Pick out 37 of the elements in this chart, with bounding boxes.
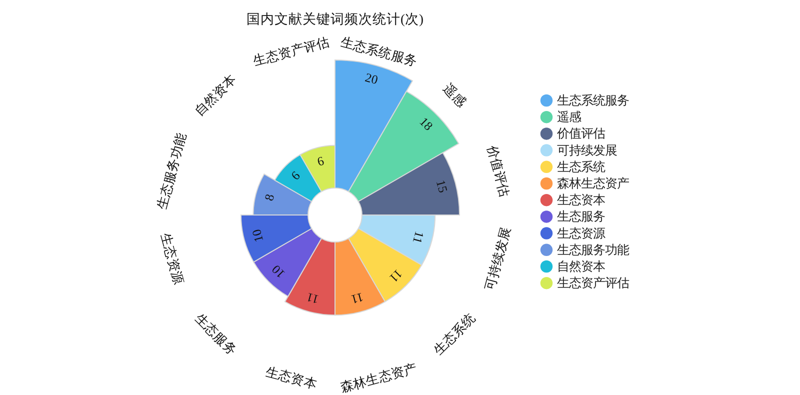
category-label: 生态服务	[557, 210, 605, 224]
category-label: 生态系统服务	[557, 94, 629, 108]
data-label: 20	[364, 70, 380, 88]
data-label: 11	[410, 230, 426, 245]
data-label: 10	[249, 228, 266, 244]
data-label: 15	[433, 178, 450, 194]
data-label: 18	[416, 114, 436, 134]
data-label: 11	[350, 290, 365, 306]
data-label: 11	[386, 266, 406, 286]
category-label: 遥感	[557, 110, 581, 124]
category-label: 生态资产评估	[557, 276, 629, 290]
category-label: 自然资本	[191, 71, 239, 119]
category-label: 生态资源	[158, 232, 186, 286]
category-label: 生态系统	[557, 160, 605, 174]
category-label: 生态资产评估	[252, 34, 331, 69]
category-label: 生态系统服务	[339, 34, 418, 69]
category-label: 生态服务功能	[154, 132, 189, 211]
category-label: 森林生态资产	[339, 360, 418, 395]
category-label: 价值评估	[484, 143, 513, 198]
category-label: 自然资本	[557, 260, 605, 274]
category-label: 森林生态资产	[557, 176, 629, 190]
category-label: 生态服务功能	[557, 242, 629, 257]
data-label: 6	[288, 168, 303, 183]
data-label: 10	[269, 262, 288, 281]
data-label: 6	[316, 154, 326, 169]
category-label: 生态资源	[557, 226, 605, 240]
category-label: 生态系统	[430, 310, 478, 358]
category-label: 生态资本	[264, 364, 318, 392]
category-label: 价值评估	[557, 126, 605, 141]
category-label: 可持续发展	[482, 225, 514, 292]
category-label: 可持续发展	[557, 143, 617, 158]
data-label: 8	[262, 192, 278, 202]
data-label: 11	[305, 290, 320, 306]
category-label: 遥感	[440, 80, 470, 110]
category-label: 生态资本	[557, 193, 605, 208]
text: 国内文献关键词频次统计(次)	[246, 11, 424, 26]
category-label: 生态服务	[192, 310, 240, 358]
